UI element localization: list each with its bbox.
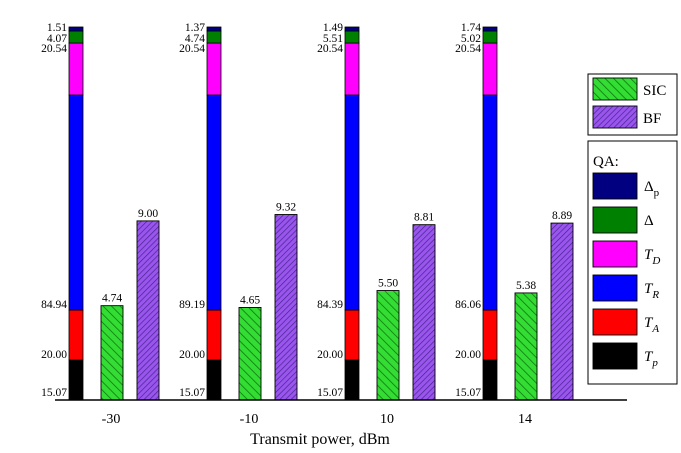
legend-label: BF <box>643 111 661 127</box>
bf-bar <box>412 224 436 401</box>
x-tick-label: -10 <box>240 412 259 427</box>
legend-label: TD <box>644 247 660 267</box>
bf-value-label: 9.32 <box>276 202 296 214</box>
qa-segment-t_p <box>344 359 360 401</box>
qa-segment-t_a <box>344 309 360 361</box>
bf-value-label: 8.81 <box>414 212 434 224</box>
x-tick-labels: -30 -10 10 14 <box>102 412 532 427</box>
qa-segment-label: 5.51 <box>323 33 343 45</box>
qa-segment-label: 20.54 <box>317 43 343 55</box>
qa-segment-label: 4.07 <box>47 33 67 45</box>
qa-segment-label: 20.54 <box>41 43 67 55</box>
qa-segment-label: 86.06 <box>455 299 481 311</box>
legend-label: Δp <box>644 179 660 199</box>
x-tick-label: 10 <box>380 412 394 427</box>
qa-segment-t_p <box>482 359 498 401</box>
qa-segment-delta <box>206 30 222 44</box>
qa-segment-t_r <box>482 94 498 311</box>
qa-segment-delta <box>482 30 498 44</box>
qa-segment-t_d <box>206 42 222 96</box>
legend-label: SIC <box>643 83 666 99</box>
bf-bar <box>274 214 298 401</box>
qa-segment-label: 5.02 <box>461 33 481 45</box>
qa-segment-delta_p <box>206 26 222 32</box>
legend: SIC BF QA: Δp Δ TD TR TA Tp <box>587 73 678 385</box>
bf-value-label: 8.89 <box>552 210 572 222</box>
legend-swatch <box>592 105 638 129</box>
x-tick-label: 14 <box>518 412 532 427</box>
qa-segment-label: 1.51 <box>47 22 67 34</box>
qa-segment-t_p <box>68 359 84 401</box>
bf-value-label: 9.00 <box>138 208 158 220</box>
qa-segment-label: 20.54 <box>455 43 481 55</box>
sic-bar <box>100 305 124 401</box>
legend-swatch <box>592 274 638 302</box>
qa-segment-label: 84.39 <box>317 299 343 311</box>
qa-segment-label: 1.37 <box>185 22 205 34</box>
qa-segment-t_p <box>206 359 222 401</box>
qa-segment-delta_p <box>344 26 360 32</box>
legend-swatch <box>592 77 638 101</box>
sic-bar <box>514 292 538 401</box>
qa-segment-t_r <box>206 94 222 311</box>
qa-segment-t_d <box>344 42 360 96</box>
qa-segment-t_d <box>482 42 498 96</box>
x-tick-label: -30 <box>102 412 121 427</box>
qa-segment-delta <box>344 30 360 44</box>
qa-segment-label: 15.07 <box>455 387 481 399</box>
qa-segment-t_r <box>68 94 84 311</box>
legend-label: TA <box>644 315 659 335</box>
sic-value-label: 4.74 <box>102 293 122 305</box>
qa-segment-delta_p <box>68 26 84 32</box>
sic-value-label: 5.50 <box>378 278 398 290</box>
sic-value-label: 4.65 <box>240 294 260 306</box>
qa-segment-delta_p <box>482 26 498 32</box>
legend-swatch <box>592 308 638 336</box>
sic-bar <box>238 307 262 401</box>
qa-segment-label: 89.19 <box>179 299 205 311</box>
qa-segment-label: 4.74 <box>185 33 205 45</box>
qa-segment-label: 20.00 <box>41 349 67 361</box>
legend-section-title: QA: <box>593 154 619 170</box>
legend-swatch <box>592 342 638 370</box>
legend-swatch <box>592 240 638 268</box>
legend-swatch <box>592 206 638 234</box>
qa-segment-t_a <box>206 309 222 361</box>
x-axis-title: Transmit power, dBm <box>250 431 390 448</box>
bf-bar <box>550 222 574 401</box>
qa-segment-label: 20.54 <box>179 43 205 55</box>
qa-segment-label: 20.00 <box>179 349 205 361</box>
qa-segment-label: 20.00 <box>455 349 481 361</box>
sic-value-label: 5.38 <box>516 280 536 292</box>
sic-bar <box>376 290 400 401</box>
qa-segment-label: 84.94 <box>41 299 67 311</box>
qa-segment-t_d <box>68 42 84 96</box>
qa-segment-label: 1.49 <box>323 22 343 34</box>
qa-segment-label: 15.07 <box>317 387 343 399</box>
qa-segment-t_a <box>482 309 498 361</box>
qa-segment-label: 20.00 <box>317 349 343 361</box>
qa-segment-delta <box>68 30 84 44</box>
legend-label: TR <box>644 281 659 301</box>
qa-segment-t_r <box>344 94 360 311</box>
qa-segment-label: 15.07 <box>41 387 67 399</box>
legend-swatch <box>592 172 638 200</box>
qa-segment-label: 15.07 <box>179 387 205 399</box>
bf-bar <box>136 220 160 401</box>
legend-label: Tp <box>644 349 658 369</box>
qa-segment-label: 1.74 <box>461 22 481 34</box>
value-labels-layer: 15.0720.0084.9420.544.071.5115.0720.0089… <box>41 22 572 399</box>
bars-layer <box>68 26 574 401</box>
qa-segment-t_a <box>68 309 84 361</box>
legend-label: Δ <box>644 213 654 229</box>
